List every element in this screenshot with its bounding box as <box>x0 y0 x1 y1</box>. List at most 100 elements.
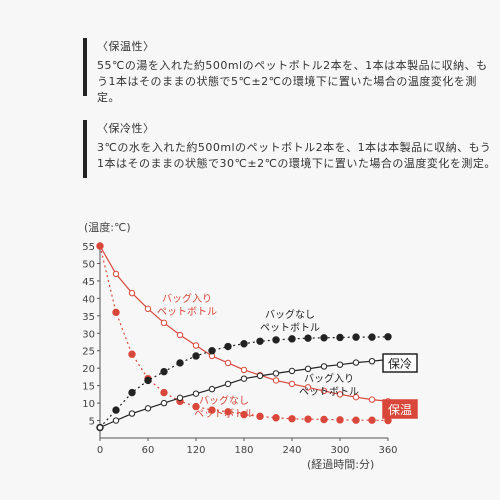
data-point <box>336 416 344 424</box>
y-tick-label: 15 <box>82 382 95 393</box>
data-point <box>128 410 136 417</box>
y-tick-label: 25 <box>82 347 95 358</box>
legend-label: 保冷 <box>388 357 412 371</box>
data-point <box>336 391 344 398</box>
data-point <box>384 333 392 341</box>
series-3 <box>96 356 392 431</box>
data-point <box>368 333 376 341</box>
x-tick-label: 300 <box>330 445 349 456</box>
data-point <box>224 380 232 388</box>
y-tick-label: 10 <box>82 399 95 410</box>
series-0 <box>96 242 392 405</box>
data-point <box>96 424 104 431</box>
data-point <box>304 384 312 391</box>
cold-retention-title: 〈保冷性〉 <box>97 122 155 135</box>
data-point <box>368 416 376 424</box>
data-point <box>352 416 360 424</box>
y-tick-label: 40 <box>82 294 95 305</box>
data-point <box>304 365 312 373</box>
data-point <box>368 358 376 365</box>
data-point <box>96 242 104 250</box>
data-point <box>224 408 232 416</box>
heat-retention-text: 55℃の湯を入れた約500mlのペットボトル2本を、1本は本製品に収納、もう1本… <box>97 59 488 104</box>
data-point <box>144 376 152 385</box>
y-tick-label: 45 <box>82 277 95 288</box>
legend-box <box>382 353 418 373</box>
data-point <box>288 335 296 343</box>
data-point <box>240 366 248 374</box>
x-tick-label: 60 <box>142 445 155 456</box>
series-annotation: バッグ入りペットボトル <box>157 292 217 318</box>
series-annotation: バッグ入りペットボトル <box>299 372 359 398</box>
legend-box <box>382 399 418 419</box>
data-point <box>288 415 296 423</box>
data-point <box>352 359 360 366</box>
data-point <box>208 406 216 414</box>
data-point <box>208 385 216 393</box>
x-tick-label: 180 <box>234 445 253 456</box>
data-point <box>352 393 360 401</box>
legend-label: 保温 <box>388 403 412 417</box>
x-tick-label: 0 <box>97 445 103 456</box>
x-tick-label: 120 <box>186 445 205 456</box>
data-point <box>112 406 120 414</box>
data-point <box>192 352 200 360</box>
data-point <box>352 333 360 341</box>
data-point <box>208 347 216 355</box>
data-point <box>112 270 120 278</box>
y-tick-label: 20 <box>82 364 95 375</box>
data-point <box>320 334 328 342</box>
data-point <box>128 388 136 397</box>
data-point <box>256 372 264 380</box>
data-point <box>144 405 152 412</box>
data-point <box>336 333 344 342</box>
heat-retention-title: 〈保温性〉 <box>97 40 155 53</box>
data-point <box>128 350 136 358</box>
data-point <box>240 340 248 348</box>
y-tick-label: 55 <box>82 242 95 253</box>
y-tick-label: 5 <box>89 417 95 428</box>
data-point <box>288 367 296 375</box>
data-point <box>240 375 248 382</box>
y-tick-label: 30 <box>82 329 95 340</box>
data-point <box>320 415 328 424</box>
data-point <box>256 412 264 421</box>
data-point <box>112 417 120 424</box>
data-point <box>160 319 168 326</box>
data-point <box>272 377 280 384</box>
data-point <box>272 414 280 422</box>
x-axis-label: (経過時間:分) <box>307 458 374 471</box>
series-1 <box>96 242 392 425</box>
cold-retention-section: 〈保冷性〉 3℃の水を入れた約500mlのペットボトル2本を、1本は本製品に収納… <box>83 120 497 178</box>
y-axis-label: (温度:℃) <box>84 220 131 234</box>
y-tick-label: 50 <box>82 259 95 270</box>
data-point <box>176 359 184 367</box>
x-tick-label: 360 <box>378 445 397 456</box>
data-point <box>256 337 264 346</box>
data-point <box>288 380 296 388</box>
data-point <box>160 399 168 407</box>
data-point <box>320 387 328 395</box>
data-point <box>112 308 120 317</box>
data-point <box>160 388 168 397</box>
series-annotation: バッグなしペットボトル <box>194 394 254 420</box>
data-point <box>176 394 184 402</box>
data-point <box>192 390 200 397</box>
data-point <box>144 305 152 313</box>
data-point <box>160 367 168 376</box>
data-point <box>224 342 232 351</box>
data-point <box>272 336 280 344</box>
cold-retention-text: 3℃の水を入れた約500mlのペットボトル2本を、1本は本製品に収納、もう1本は… <box>97 141 496 170</box>
data-point <box>128 289 136 297</box>
y-tick-label: 35 <box>82 312 95 323</box>
data-point <box>192 342 200 349</box>
x-tick-label: 240 <box>282 445 301 456</box>
data-point <box>192 402 200 411</box>
data-point <box>176 331 184 339</box>
legend-item-0: 保冷 <box>382 353 418 373</box>
data-point <box>320 363 328 370</box>
data-point <box>272 370 280 377</box>
legend-item-1: 保温 <box>382 399 418 419</box>
heat-retention-section: 〈保温性〉 55℃の湯を入れた約500mlのペットボトル2本を、1本は本製品に収… <box>83 38 497 104</box>
